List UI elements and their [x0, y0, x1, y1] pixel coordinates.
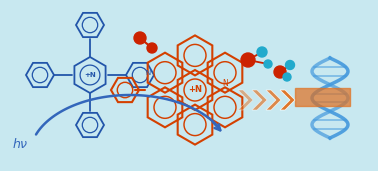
- Polygon shape: [238, 90, 253, 110]
- Circle shape: [147, 43, 157, 53]
- Text: +N: +N: [188, 86, 202, 95]
- Circle shape: [285, 61, 294, 69]
- Text: N: N: [222, 80, 228, 89]
- Text: $h\nu$: $h\nu$: [12, 137, 29, 151]
- Circle shape: [257, 47, 267, 57]
- Circle shape: [241, 53, 255, 67]
- Polygon shape: [266, 90, 281, 110]
- Circle shape: [134, 32, 146, 44]
- Circle shape: [283, 73, 291, 81]
- Circle shape: [274, 66, 286, 78]
- Polygon shape: [252, 90, 267, 110]
- Circle shape: [264, 60, 272, 68]
- Text: N: N: [146, 70, 150, 76]
- Bar: [295, 88, 350, 106]
- Text: +N: +N: [84, 72, 96, 78]
- Polygon shape: [280, 90, 295, 110]
